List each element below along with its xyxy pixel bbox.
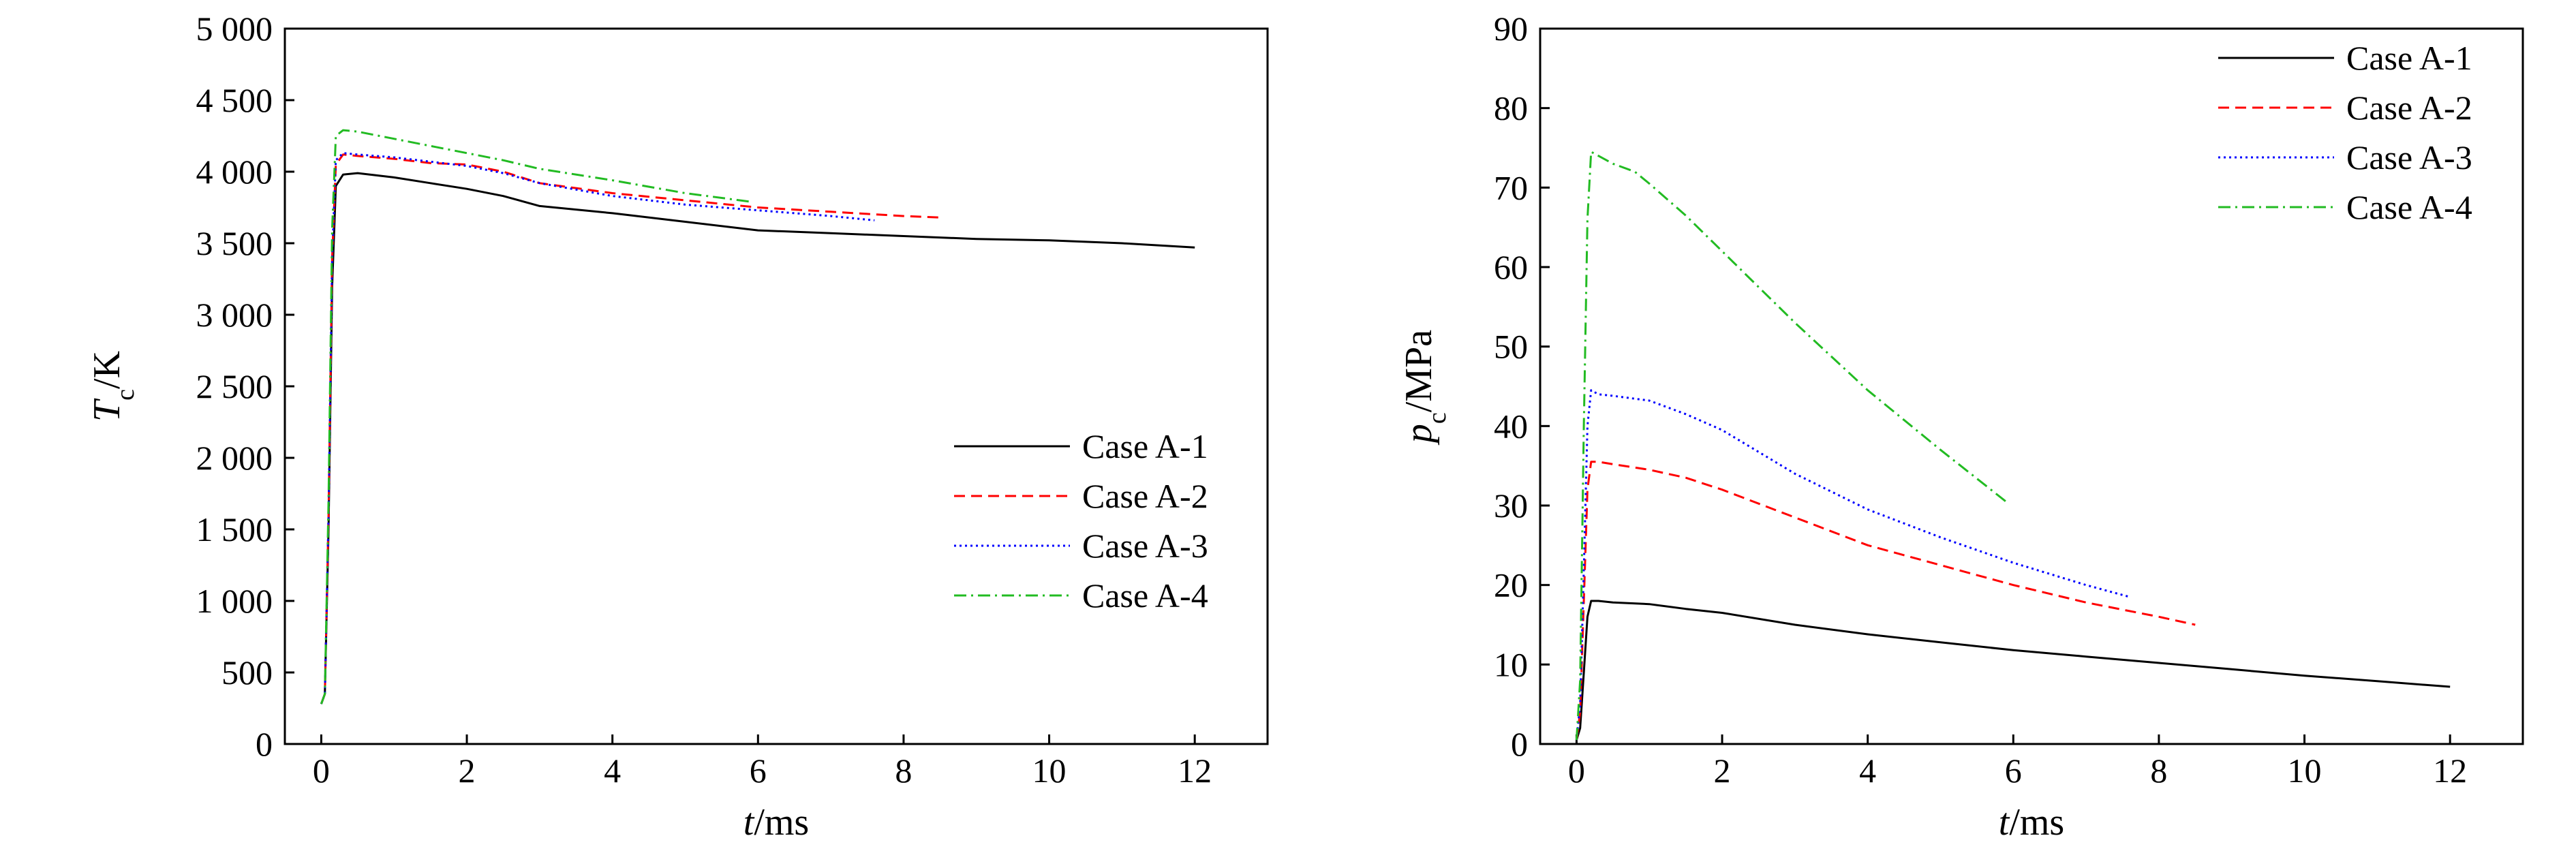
y-tick-label: 2 500 [196, 367, 273, 405]
x-axis-title: t/ms [743, 801, 809, 843]
x-tick-label: 8 [2150, 751, 2167, 790]
y-tick-label: 90 [1494, 10, 1528, 48]
chart-pressure: 0 2 4 6 8 10 12 0 10 20 30 40 50 60 70 80 90 t/ms pc/MPa Ca… [1398, 10, 2524, 843]
y-tick-label: 0 [1511, 725, 1528, 763]
legend-label: Case A-1 [1082, 427, 1208, 465]
y-tick-label: 3 500 [196, 224, 273, 262]
series-line-case-a-2 [1575, 461, 2196, 741]
x-tick-label: 6 [2005, 751, 2022, 790]
y-tick-label: 4 500 [196, 81, 273, 119]
y-tick-label: 500 [221, 653, 273, 692]
y-tick-label: 3 000 [196, 296, 273, 334]
y-tick-label: 2 000 [196, 439, 273, 477]
y-tick-label: 60 [1494, 248, 1528, 286]
legend-label: Case A-2 [1082, 477, 1208, 515]
y-tick-label: 4 000 [196, 153, 273, 191]
plot-frame [1539, 27, 2524, 745]
x-tick-label: 4 [604, 751, 621, 790]
legend-label: Case A-3 [1082, 527, 1208, 565]
y-tick-label: 70 [1494, 168, 1528, 206]
series-line-case-a-4 [1575, 151, 2007, 741]
y-tick-label: 20 [1494, 566, 1528, 604]
x-axis-title: t/ms [1999, 801, 2064, 843]
y-tick-label: 50 [1494, 328, 1528, 366]
x-tick-label: 2 [1714, 751, 1731, 790]
y-tick-label: 80 [1494, 89, 1528, 127]
series-line-case-a-1 [1575, 600, 2451, 741]
legend-label: Case A-4 [2346, 188, 2472, 226]
chart-temperature: 0 2 4 6 8 10 12 0 500 1 000 1 500 2 000 2 500 3 000 3 … [86, 10, 1269, 843]
y-tick-label: 1 500 [196, 510, 273, 548]
legend-label: Case A-1 [2346, 39, 2472, 77]
x-tick-label: 4 [1859, 751, 1876, 790]
y-axis-title: pc/MPa [1398, 330, 1452, 446]
legend-label: Case A-2 [2346, 89, 2472, 127]
legend-label: Case A-3 [2346, 138, 2472, 176]
series-line-case-a-3 [1575, 389, 2130, 741]
x-tick-label: 10 [1032, 751, 1067, 790]
x-tick-label: 6 [750, 751, 767, 790]
legend-label: Case A-4 [1082, 576, 1208, 615]
x-tick-label: 12 [1178, 751, 1212, 790]
x-tick-label: 12 [2433, 751, 2467, 790]
series-line-case-a-4 [320, 129, 751, 704]
y-tick-label: 0 [256, 725, 273, 763]
y-tick-label: 1 000 [196, 582, 273, 620]
y-axis-title: Tc/K [86, 351, 140, 422]
series-line-case-a-3 [320, 152, 875, 704]
legend: Case A-1 Case A-2 Case A-3 Case A-4 [2218, 39, 2472, 226]
x-tick-label: 10 [2288, 751, 2322, 790]
y-tick-label: 30 [1494, 486, 1528, 525]
x-tick-label: 0 [1568, 751, 1585, 790]
series-line-case-a-1 [320, 172, 1195, 704]
y-tick-label: 40 [1494, 407, 1528, 445]
plot-frame [283, 27, 1269, 745]
series-line-case-a-2 [320, 153, 940, 704]
x-tick-label: 2 [459, 751, 476, 790]
y-tick-label: 10 [1494, 645, 1528, 683]
legend: Case A-1 Case A-2 Case A-3 Case A-4 [954, 427, 1208, 615]
x-tick-label: 8 [895, 751, 912, 790]
x-tick-label: 0 [313, 751, 330, 790]
y-tick-label: 5 000 [196, 10, 273, 48]
